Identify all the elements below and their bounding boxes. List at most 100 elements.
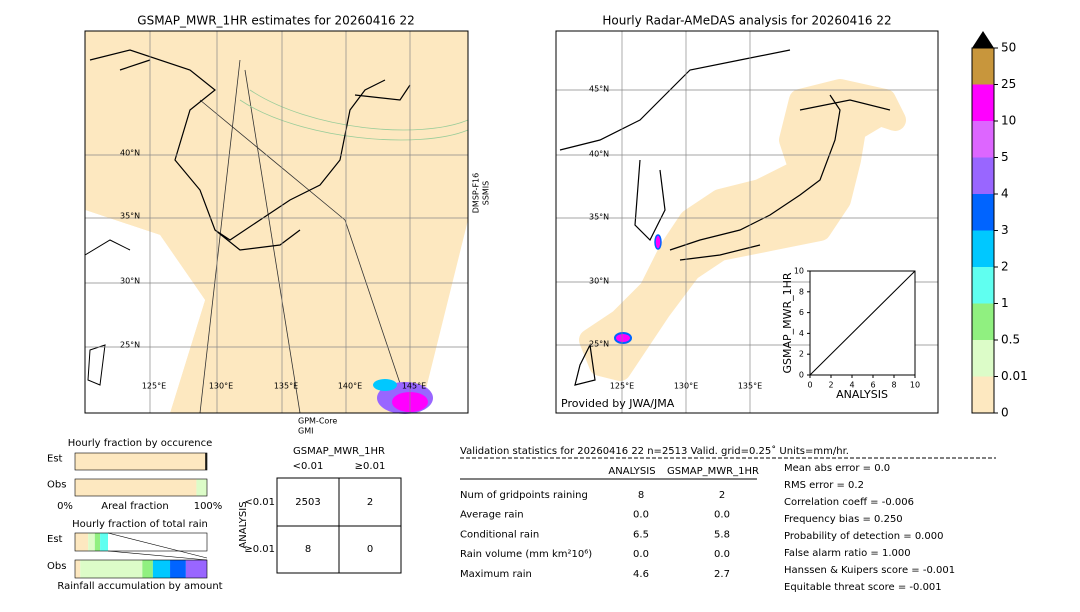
stat-name: Rain volume (mm km²10⁶) (460, 549, 592, 560)
stat-value: 5.8 (714, 529, 730, 540)
fraction-charts: Hourly fraction by occurence Est Obs 0% Area… (47, 438, 223, 592)
score: Correlation coeff = -0.006 (784, 497, 914, 508)
score: RMS error = 0.2 (784, 480, 864, 491)
row-title: ANALYSIS (238, 501, 249, 548)
connector (107, 532, 208, 561)
row-label: <0.01 (244, 497, 275, 508)
lon-label: 130°E (674, 382, 698, 391)
colorbar-label: 3 (1001, 223, 1009, 237)
stat-value: 0.0 (633, 510, 649, 521)
score: Equitable threat score = -0.001 (784, 582, 942, 593)
col-header: GSMAP_MWR_1HR (667, 466, 759, 477)
axis-left: 0% (57, 501, 73, 512)
colorbar-label: 0 (1001, 406, 1009, 420)
colorbar-segment (972, 340, 994, 377)
no-data (85, 210, 205, 413)
score: Frequency bias = 0.250 (784, 514, 903, 525)
axis-label: Rainfall accumulation by amount (57, 581, 222, 592)
inset-xlabel: ANALYSIS (836, 388, 888, 401)
colorbar-label: 5 (1001, 150, 1009, 164)
stat-value: 0.0 (714, 549, 730, 560)
y-tick-label: 10 (794, 267, 804, 276)
colorbar-segment (972, 194, 994, 231)
col-label: ≥0.01 (355, 461, 386, 472)
bar-frame (74, 478, 208, 497)
y-tick-label: 2 (799, 350, 804, 359)
coastline (559, 49, 891, 386)
validation-stats: Validation statistics for 20260416 22 n=… (460, 445, 996, 593)
coastline (89, 49, 411, 251)
colorbar-label: 25 (1001, 77, 1016, 91)
map-title: GSMAP_MWR_1HR estimates for 20260416 22 (137, 14, 414, 28)
map-title: Hourly Radar-AMeDAS analysis for 2026041… (602, 14, 891, 28)
fraction-segment (75, 479, 197, 496)
swath-edge (239, 89, 469, 141)
fraction-segment (94, 533, 101, 551)
sensor-label: DMSP-F16 (472, 173, 481, 213)
lon-label: 140°E (338, 382, 362, 391)
rain-area (373, 379, 397, 391)
colorbar-segment (972, 84, 994, 121)
table-cell: 2503 (295, 497, 320, 508)
y-tick-label: 6 (799, 308, 804, 317)
fraction-segment (170, 560, 186, 578)
lon-label: 130°E (209, 382, 233, 391)
colorbar-segment (972, 121, 994, 158)
y-tick-label: 8 (799, 287, 804, 296)
stat-name: Num of gridpoints raining (460, 490, 588, 501)
y-tick-label: 0 (799, 371, 804, 380)
fraction-segment (75, 533, 89, 551)
table-cell: 8 (305, 544, 311, 555)
stat-name: Conditional rain (460, 529, 539, 540)
lon-label: 135°E (738, 382, 762, 391)
colorbar-label: 50 (1001, 41, 1016, 55)
fraction-segment (75, 560, 81, 578)
lat-label: 45°N (589, 85, 609, 94)
score: Hanssen & Kuipers score = -0.001 (784, 565, 955, 576)
stat-value: 2 (719, 490, 725, 501)
lon-label: 135°E (274, 382, 298, 391)
validation-header: Validation statistics for 20260416 22 n=… (460, 445, 849, 457)
fraction-segment (185, 560, 207, 578)
fraction-segment (152, 560, 171, 578)
left-map: 125°E 130°E 135°E 140°E 145°E 40°N 35°N 30°N 25°… (84, 14, 491, 436)
row-label: Obs (47, 561, 66, 572)
lat-label: 30°N (120, 277, 140, 286)
bar-frame (74, 452, 208, 471)
bar-frame (74, 559, 208, 579)
map-border (555, 30, 939, 414)
fraction-title: Hourly fraction by occurence (68, 438, 212, 449)
fraction-title: Hourly fraction of total rain (72, 519, 208, 530)
stat-value: 8 (638, 490, 644, 501)
row-label: Est (47, 454, 63, 465)
axis-label: Areal fraction (101, 501, 168, 512)
colorbar-label: 2 (1001, 260, 1009, 274)
lat-label: 40°N (589, 150, 609, 159)
colorbar-label: 0.5 (1001, 333, 1020, 347)
sensor-label: SSMIS (482, 181, 491, 206)
swath (85, 31, 468, 413)
contingency-table: GSMAP_MWR_1HR <0.01 ≥0.01 ANALYSIS <0.01… (238, 446, 402, 574)
score: False alarm ratio = 1.000 (784, 548, 911, 559)
fraction-segment (100, 533, 108, 551)
y-tick-label: 4 (799, 329, 804, 338)
lon-label: 125°E (610, 382, 634, 391)
colorbar-extend (972, 31, 994, 48)
table-cell: 2 (367, 497, 373, 508)
fraction-segment (75, 453, 207, 470)
map-border (84, 30, 469, 414)
x-tick-label: 2 (828, 381, 833, 390)
sensor-label: GPM-Core (298, 417, 337, 426)
stat-name: Maximum rain (460, 569, 532, 580)
axis-right: 100% (194, 501, 223, 512)
lat-label: 25°N (589, 340, 609, 349)
col-header: ANALYSIS (608, 466, 655, 477)
fraction-segment (142, 560, 153, 578)
lat-label: 35°N (120, 212, 140, 221)
colorbar-segment (972, 303, 994, 340)
colorbar-label: 1 (1001, 296, 1009, 310)
colorbar-segment (972, 267, 994, 304)
stat-value: 2.7 (714, 569, 730, 580)
row-label: Est (47, 534, 63, 545)
